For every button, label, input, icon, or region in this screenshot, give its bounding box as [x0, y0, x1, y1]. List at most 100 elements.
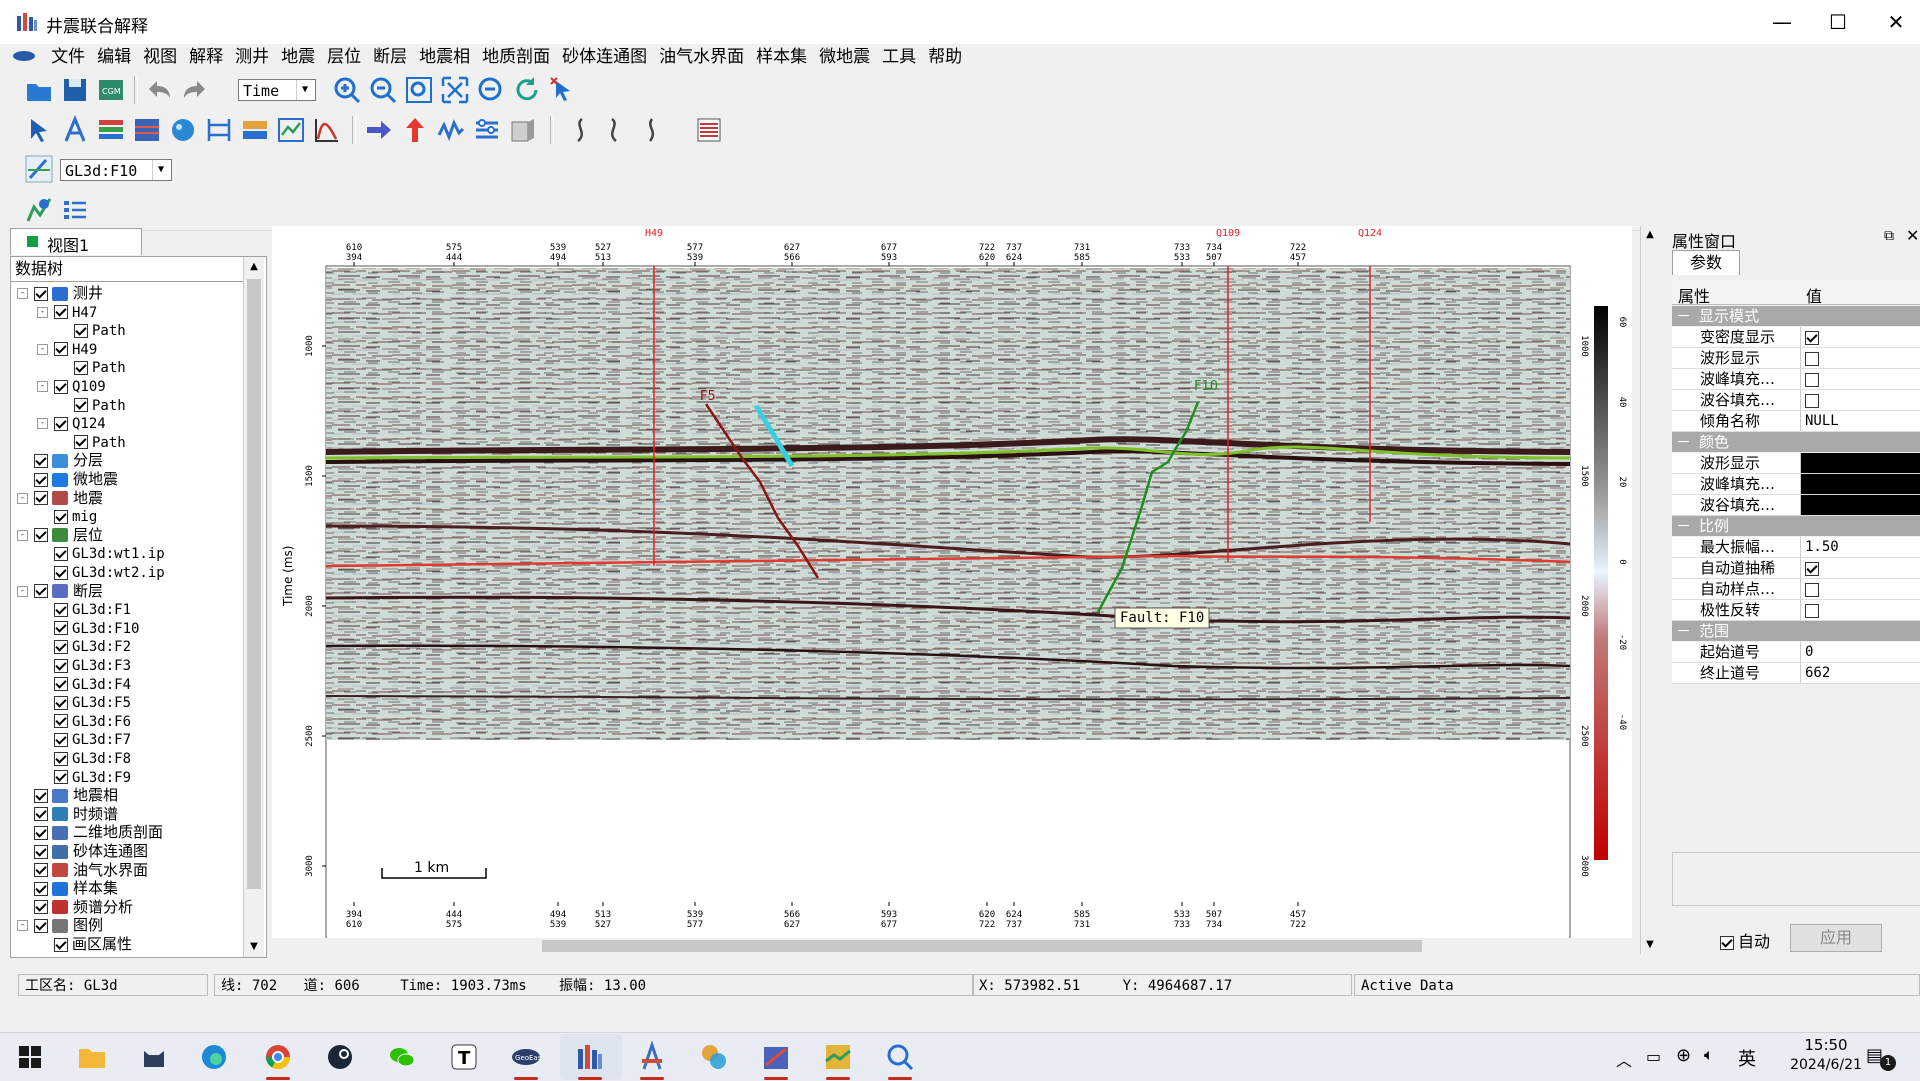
menu-item[interactable]: 编辑: [97, 47, 132, 67]
menu-item[interactable]: 帮助: [928, 47, 963, 67]
layer-tool-icon[interactable]: [96, 115, 126, 145]
menu-item[interactable]: 工具: [882, 47, 917, 67]
tree-checkbox[interactable]: [34, 788, 48, 803]
props-color-swatch[interactable]: [1800, 474, 1920, 494]
arrow-up-icon[interactable]: [400, 115, 430, 145]
taskbar-date[interactable]: 2024/6/21: [1790, 1057, 1862, 1073]
tree-checkbox[interactable]: [34, 863, 48, 878]
rotate-icon[interactable]: [512, 75, 542, 105]
tree-checkbox[interactable]: [54, 695, 68, 710]
menu-item[interactable]: 视图: [143, 47, 178, 67]
tree-checkbox[interactable]: [74, 323, 88, 338]
props-section[interactable]: － 颜色: [1672, 432, 1920, 452]
props-checkbox[interactable]: [1800, 579, 1920, 599]
typora-icon[interactable]: T: [448, 1041, 480, 1073]
tree-checkbox[interactable]: [34, 900, 48, 915]
wave-pick-icon[interactable]: [436, 115, 466, 145]
menu-item[interactable]: 解释: [189, 47, 224, 67]
tree-checkbox[interactable]: [34, 918, 48, 933]
close-icon[interactable]: ✕: [1906, 226, 1920, 245]
tree-checkbox[interactable]: [34, 472, 48, 487]
notification-icon[interactable]: ▤: [1866, 1045, 1884, 1066]
tree-checkbox[interactable]: [34, 807, 48, 822]
tree-expand-icon[interactable]: -: [37, 343, 48, 355]
apply-button[interactable]: 应用: [1790, 924, 1882, 952]
wechat-icon[interactable]: [386, 1041, 418, 1073]
refresh-zoom-icon[interactable]: [476, 75, 506, 105]
tree-expand-icon[interactable]: -: [17, 920, 28, 932]
attribute-map-icon[interactable]: [276, 115, 306, 145]
tree-checkbox[interactable]: [54, 621, 68, 636]
tree-checkbox[interactable]: [54, 342, 68, 357]
tree-item[interactable]: - 断层: [17, 581, 103, 601]
horizon-tool-icon[interactable]: [240, 115, 270, 145]
section-tool-icon[interactable]: [132, 115, 162, 145]
minimize-button[interactable]: —: [1772, 10, 1792, 34]
tree-checkbox[interactable]: [34, 491, 48, 506]
checkbox[interactable]: [1805, 603, 1819, 618]
tree-checkbox[interactable]: [54, 937, 68, 952]
search-app-icon[interactable]: [884, 1041, 916, 1073]
close-button[interactable]: ✕: [1887, 10, 1905, 34]
props-value[interactable]: 1.50: [1800, 537, 1920, 557]
select-pick-icon[interactable]: [548, 75, 578, 105]
checkbox[interactable]: [1805, 561, 1819, 576]
edge-icon[interactable]: [198, 1041, 230, 1073]
tree-item[interactable]: GL3d:F5: [37, 692, 131, 712]
props-color-swatch[interactable]: [1800, 453, 1920, 473]
tree-expand-icon[interactable]: -: [37, 381, 48, 392]
scroll-down-icon[interactable]: ▼: [1646, 939, 1654, 950]
pointer-icon[interactable]: [24, 115, 54, 145]
tree-checkbox[interactable]: [54, 751, 68, 766]
tree-checkbox[interactable]: [54, 509, 68, 524]
tree-checkbox[interactable]: [54, 658, 68, 673]
tree-item[interactable]: - 地震: [17, 488, 103, 508]
tree-checkbox[interactable]: [34, 825, 48, 840]
tray-chevron-up-icon[interactable]: ︿: [1616, 1051, 1633, 1070]
tree-item[interactable]: GL3d:F3: [37, 655, 131, 675]
tree-checkbox[interactable]: [54, 677, 68, 692]
tree-expand-icon[interactable]: -: [37, 306, 48, 318]
tree-item[interactable]: Path: [57, 357, 126, 377]
menu-item[interactable]: 砂体连通图: [562, 47, 648, 67]
props-value[interactable]: 662: [1800, 663, 1920, 683]
pin-icon[interactable]: ⧉: [1884, 228, 1894, 244]
auto-checkbox[interactable]: 自动: [1720, 928, 1770, 952]
ime-indicator[interactable]: 英: [1738, 1049, 1756, 1070]
list-settings-icon[interactable]: [472, 115, 502, 145]
menu-item[interactable]: 断层: [373, 47, 408, 67]
collapse-icon[interactable]: －: [1676, 517, 1692, 535]
fault-edit-icon[interactable]: [24, 154, 54, 184]
tree-checkbox[interactable]: [34, 286, 48, 301]
tree-checkbox[interactable]: [54, 714, 68, 729]
tree-item[interactable]: GL3d:F7: [37, 729, 131, 749]
collapse-icon[interactable]: －: [1676, 433, 1692, 451]
tree-item[interactable]: 二维地质剖面: [17, 822, 163, 842]
tree-item[interactable]: Path: [57, 395, 126, 415]
tree-item[interactable]: 油气水界面: [17, 860, 148, 880]
domain-combo[interactable]: Time ▼: [238, 79, 316, 101]
tree-item[interactable]: GL3d:F2: [37, 636, 131, 656]
tree-item[interactable]: 砂体连通图: [17, 841, 148, 861]
tree-checkbox[interactable]: [54, 732, 68, 747]
tree-item[interactable]: GL3d:wt2.ip: [37, 562, 165, 582]
section-view[interactable]: H49 Q109 Q124 F5 F10 Fault: F10 610 394 575 4…: [272, 226, 1632, 1037]
volume-icon[interactable]: 🔈︎: [1704, 1045, 1714, 1064]
battery-icon[interactable]: ▭: [1646, 1047, 1662, 1066]
menu-item[interactable]: 油气水界面: [659, 47, 745, 67]
tree-expand-icon[interactable]: -: [17, 492, 28, 504]
seismic-section[interactable]: H49 Q109 Q124 F5 F10 Fault: F10 6103945754…: [272, 226, 1632, 1037]
tree-expand-icon[interactable]: -: [17, 585, 28, 597]
tree-item[interactable]: Path: [57, 320, 126, 340]
props-checkbox[interactable]: [1800, 348, 1920, 368]
zoom-out-icon[interactable]: [368, 75, 398, 105]
props-checkbox[interactable]: [1800, 390, 1920, 410]
props-checkbox[interactable]: [1800, 558, 1920, 578]
tree-item[interactable]: - Q109: [37, 376, 106, 396]
tree-item[interactable]: - Q124: [37, 413, 106, 433]
microseismic-tool-icon[interactable]: [168, 115, 198, 145]
chrome-icon[interactable]: [262, 1041, 294, 1073]
menu-item[interactable]: 测井: [235, 47, 270, 67]
tree-item[interactable]: 频谱分析: [17, 897, 133, 917]
tree-checkbox[interactable]: [74, 435, 88, 450]
